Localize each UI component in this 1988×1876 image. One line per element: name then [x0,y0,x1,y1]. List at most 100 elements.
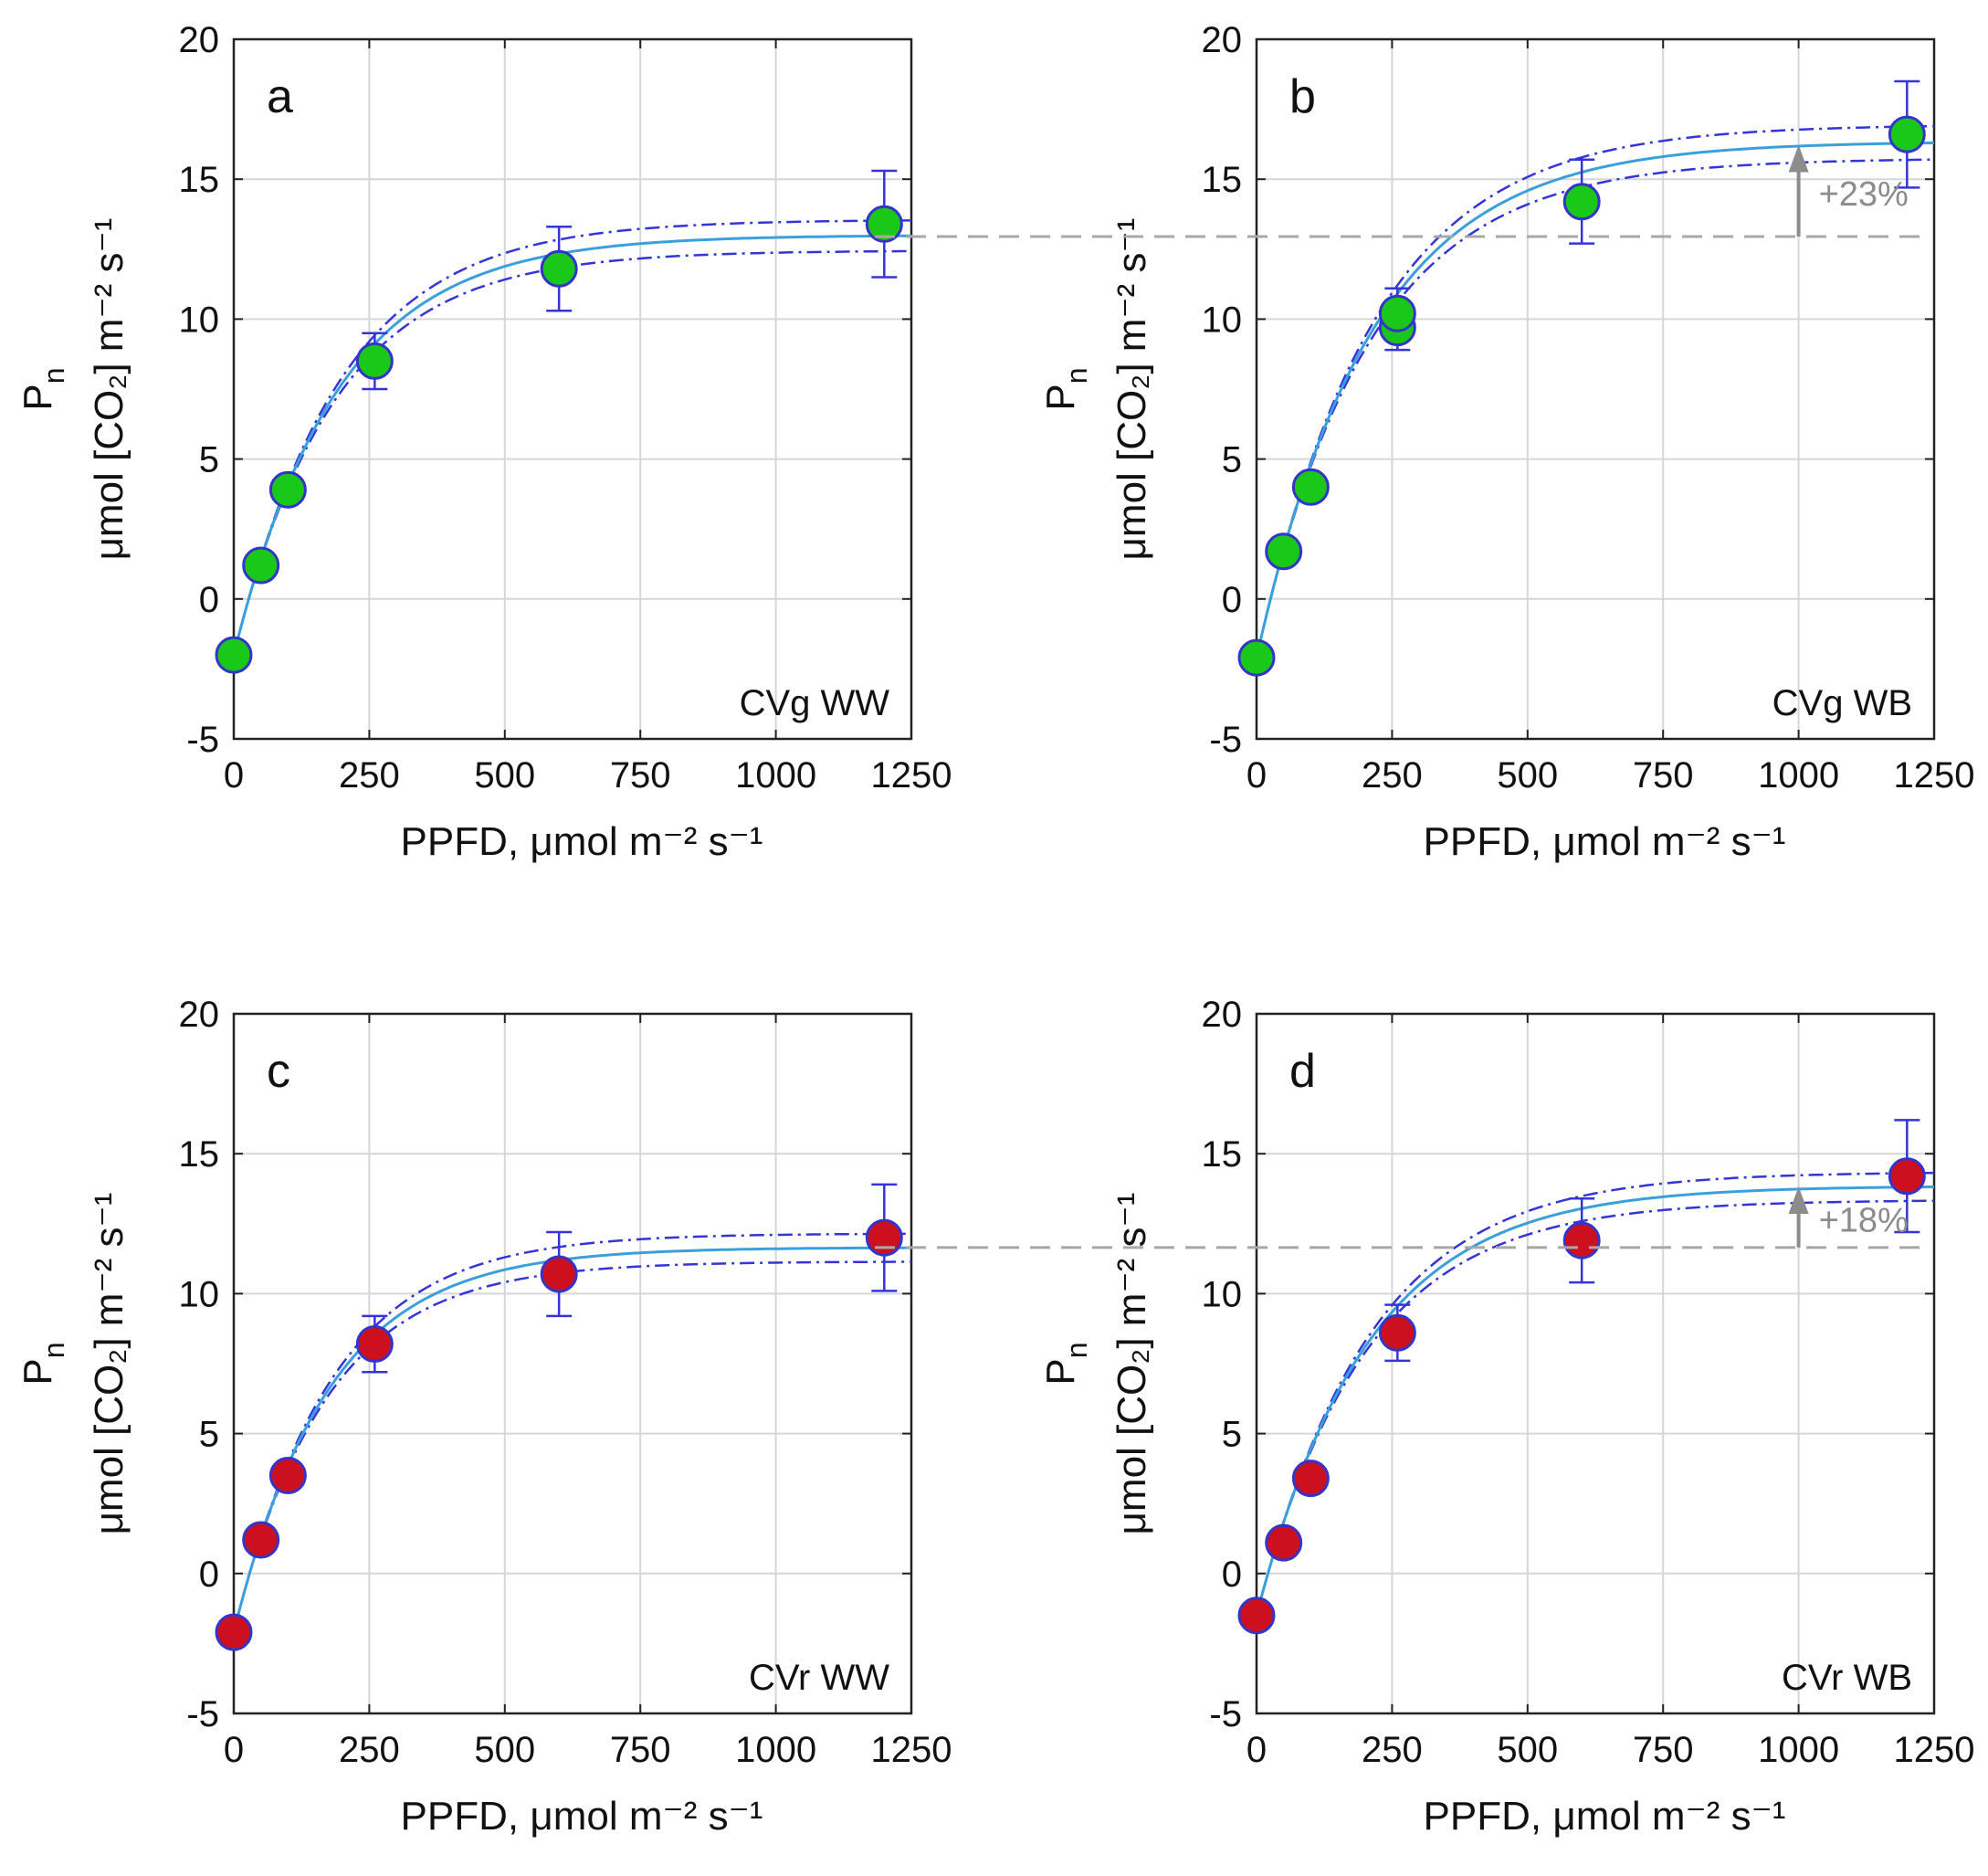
data-point [1237,638,1276,677]
panel-letter: a [267,70,293,123]
x-tick-label: 250 [1362,755,1423,796]
x-tick-label: 500 [1497,1730,1558,1770]
treatment-label: CVg WW [740,683,890,723]
y-axis-label-symbol-main: P [16,1358,60,1385]
y-axis-label-units: μmol [CO₂] m⁻² s⁻¹ [87,1193,131,1535]
x-tick-label: 0 [1246,755,1267,796]
y-tick-label: -5 [1209,1694,1242,1734]
data-point [1237,1597,1276,1635]
x-tick-label: 1000 [735,1730,816,1770]
increase-arrow-head [1788,144,1809,173]
grid [1257,1014,1934,1713]
grid [234,39,911,739]
x-tick-label: 750 [1633,1730,1694,1770]
x-tick-label: 750 [1633,755,1694,796]
y-tick-label: 0 [1222,1555,1242,1595]
y-tick-label: 5 [199,440,219,480]
axes-frame [232,37,913,741]
y-tick-label: -5 [186,720,219,760]
data-point [215,636,253,674]
x-axis-label: PPFD, μmol m⁻² s⁻¹ [1424,1794,1786,1839]
y-axis-label-units: μmol [CO₂] m⁻² s⁻¹ [1110,218,1154,561]
data-point [1265,1523,1303,1562]
y-tick-label: 20 [179,20,220,60]
data-point [355,342,394,380]
x-tick-label: 0 [224,755,244,796]
x-tick-label: 250 [339,755,400,796]
data-point [242,546,280,585]
y-tick-label: 0 [1222,580,1242,620]
upper-confidence-band [1255,1171,1935,1617]
x-tick-label: 250 [339,1730,400,1770]
axes-frame [1255,1012,1936,1715]
x-tick-label: 1250 [1894,755,1975,796]
fitted-curve [1255,1186,1934,1617]
y-axis-label-symbol-subscript: n [1060,367,1093,384]
data-point [540,1255,578,1293]
data-point [540,249,578,288]
treatment-label: CVr WW [749,1658,889,1698]
x-tick-label: 750 [610,755,671,796]
treatment-label: CVg WB [1772,683,1912,723]
data-point [1888,115,1926,153]
y-tick-label: 0 [199,580,219,620]
treatment-label: CVr WB [1782,1658,1912,1698]
x-tick-label: 1250 [1894,1730,1975,1770]
y-axis-label-symbol-subscript: n [37,367,70,384]
x-tick-label: 1000 [1758,1730,1839,1770]
lower-confidence-band [1255,1199,1935,1617]
y-tick-label: 20 [1202,20,1243,60]
data-point [1291,1460,1330,1498]
fitted-curve [232,1246,911,1633]
x-tick-label: 500 [1497,755,1558,796]
data-point [355,1325,394,1364]
y-axis-label-symbol-main: P [1038,384,1083,410]
data-point [268,470,307,509]
x-axis-label: PPFD, μmol m⁻² s⁻¹ [401,819,763,864]
data-point [1378,294,1416,332]
x-axis-label: PPFD, μmol m⁻² s⁻¹ [1424,819,1786,864]
y-tick-label: -5 [1209,720,1242,760]
panel-letter: d [1289,1045,1316,1098]
fitted-curve [232,234,911,656]
lower-confidence-band [232,249,911,656]
x-tick-label: 0 [1246,1730,1267,1770]
data-point [1888,1157,1926,1196]
data-point [865,1218,903,1257]
y-tick-label: 10 [179,1274,220,1314]
upper-confidence-band [232,219,911,656]
panel-letter: c [267,1045,290,1098]
y-axis-label-symbol-main: P [16,384,60,410]
x-axis-label: PPFD, μmol m⁻² s⁻¹ [401,1794,763,1839]
cross-panel-reference-lines [875,235,1929,1249]
data-point [1265,532,1303,571]
y-axis-label-symbol-subscript: n [1060,1342,1093,1358]
y-axis-label-symbol: Pn [16,367,70,410]
y-axis-label-units: μmol [CO₂] m⁻² s⁻¹ [1110,1193,1154,1535]
y-tick-label: 0 [199,1555,219,1595]
data-point [1378,1313,1416,1352]
increase-label: +18% [1819,1201,1909,1239]
x-tick-label: 1250 [871,1730,952,1770]
data-point [268,1457,307,1495]
increase-label: +23% [1819,175,1909,214]
x-tick-label: 1000 [1758,755,1839,796]
fitted-curve [1255,141,1935,659]
x-tick-label: 1000 [735,755,816,796]
grid [234,1014,911,1713]
y-axis-label-symbol: Pn [1038,367,1093,410]
y-tick-label: 20 [1202,995,1243,1035]
y-tick-label: 15 [1202,1134,1243,1175]
upper-confidence-band [1255,124,1935,659]
axes-frame [232,1012,913,1715]
x-tick-label: 500 [474,1730,535,1770]
x-tick-label: 250 [1362,1730,1423,1770]
data-point [865,205,903,243]
increase-arrow-head [1788,1186,1809,1215]
